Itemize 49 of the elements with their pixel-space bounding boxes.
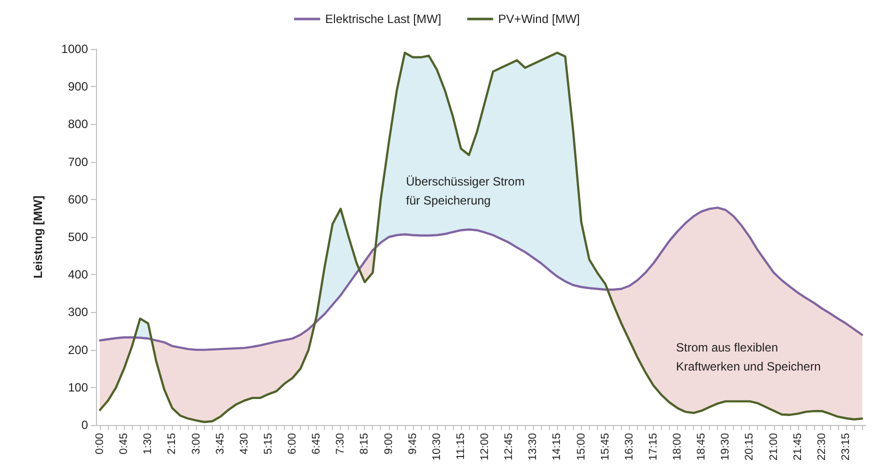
y-tick-label: 0 — [81, 418, 88, 432]
x-tick-label: 5:15 — [262, 433, 274, 454]
x-tick-label: 11:15 — [454, 433, 467, 460]
x-tick-label: 21:45 — [792, 433, 804, 461]
y-tick-label: 500 — [68, 230, 88, 244]
y-tick-label: 400 — [68, 268, 88, 282]
y-axis-title: Leistung [MW] — [31, 196, 45, 278]
x-tick-label: 21:00 — [768, 433, 780, 461]
x-tick-label: 23:15 — [840, 433, 852, 461]
x-tick-label: 20:15 — [744, 433, 756, 461]
x-tick-label: 15:45 — [599, 433, 612, 461]
x-tick-label: 10:30 — [430, 433, 443, 461]
annotation: Überschüssiger Strom für Speicherung — [406, 174, 528, 208]
x-tick-label: 3:45 — [214, 433, 226, 454]
x-tick-label: 4:30 — [238, 433, 250, 454]
x-tick-label: 13:30 — [527, 433, 540, 461]
y-tick-label: 900 — [68, 80, 88, 94]
x-tick-label: 16:30 — [623, 433, 636, 461]
y-tick-label: 1000 — [61, 42, 88, 56]
y-tick-label: 700 — [68, 154, 88, 169]
x-tick-label: 22:30 — [816, 433, 828, 461]
x-tick-label: 15:00 — [575, 433, 588, 461]
x-tick-label: 2:15 — [166, 433, 178, 454]
x-tick-label: 9:00 — [382, 433, 395, 454]
y-tick-label: 300 — [68, 305, 88, 320]
x-tick-label: 0:45 — [118, 433, 130, 454]
x-tick-label: 0:00 — [94, 433, 106, 454]
x-tick-label: 1:30 — [142, 433, 154, 454]
x-tick-label: 7:30 — [334, 433, 347, 454]
annotation: Strom aus flexiblen Kraftwerken und Speichern — [676, 340, 821, 374]
line-series — [98, 52, 864, 424]
x-tick-label: 17:15 — [647, 433, 660, 461]
x-tick-label: 8:15 — [358, 433, 371, 454]
x-tick-label: 3:00 — [190, 433, 202, 454]
x-tick-label: 12:00 — [479, 433, 492, 461]
y-tick-label: 600 — [68, 192, 88, 206]
y-tick-label: 200 — [68, 342, 88, 357]
legend-label: Elektrische Last [MW] — [325, 12, 442, 26]
x-tick-label: 12:45 — [503, 433, 516, 461]
y-tick-label: 800 — [68, 117, 88, 132]
y-tick-label: 100 — [68, 380, 88, 394]
x-tick-label: 9:45 — [406, 433, 419, 454]
x-tick-label: 14:15 — [551, 433, 564, 461]
legend-label: PV+Wind [MW] — [498, 12, 580, 26]
x-tick-label: 19:30 — [720, 433, 732, 461]
x-tick-label: 18:45 — [696, 433, 708, 461]
x-tick-label: 18:00 — [672, 433, 684, 461]
x-tick-label: 6:00 — [286, 433, 299, 454]
x-tick-label: 6:45 — [310, 433, 323, 454]
